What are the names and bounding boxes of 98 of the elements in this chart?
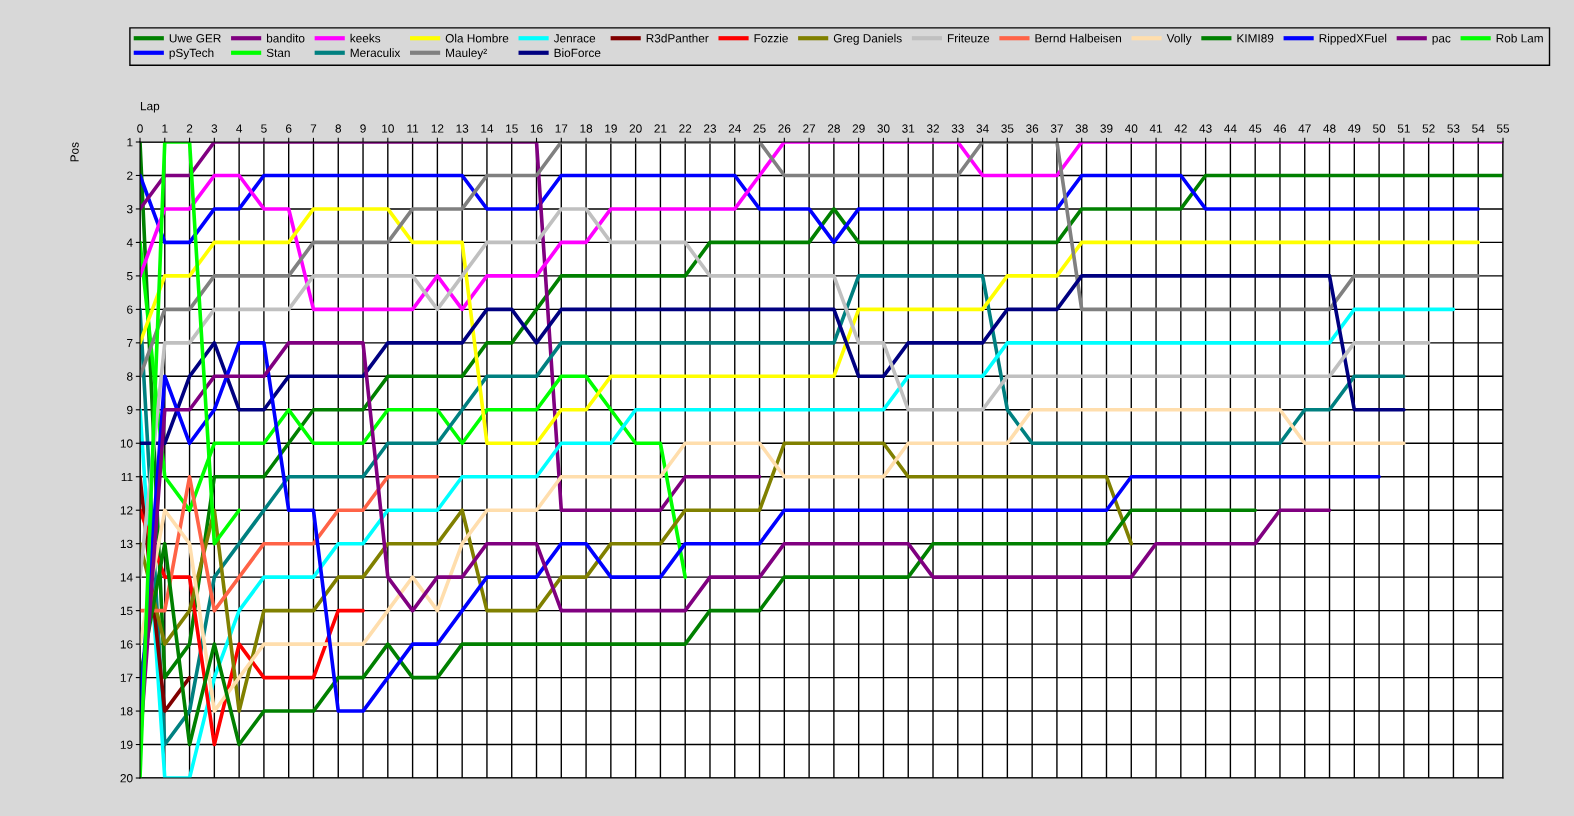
x-tick-label: 51	[1397, 124, 1410, 133]
x-tick-label: 12	[431, 124, 444, 133]
x-tick-label: 5	[261, 124, 267, 133]
legend-label: KIMI89	[1237, 34, 1274, 43]
x-tick-label: 52	[1422, 124, 1435, 133]
y-tick-label: 14	[120, 573, 133, 582]
legend-label: Mauley²	[446, 48, 487, 60]
x-tick-label: 31	[902, 124, 915, 133]
x-tick-label: 37	[1050, 124, 1063, 133]
legend-label: Stan	[266, 48, 290, 58]
x-tick-label: 20	[629, 124, 642, 133]
x-tick-label: 3	[211, 124, 218, 133]
x-tick-label: 55	[1496, 124, 1510, 133]
x-tick-label: 23	[704, 124, 717, 133]
x-tick-label: 1	[162, 124, 168, 133]
y-axis-title: Pos	[70, 142, 79, 162]
legend-label: Fozzie	[754, 33, 788, 43]
legend-label: Bernd Halbeisen	[1035, 33, 1122, 43]
x-tick-label: 10	[382, 124, 394, 133]
x-tick-label: 9	[360, 124, 366, 133]
legend-label: R3dPanther	[646, 33, 709, 43]
x-tick-label: 32	[926, 124, 939, 133]
legend-label: pac	[1432, 36, 1451, 45]
x-tick-label: 43	[1199, 124, 1212, 133]
x-tick-label: 48	[1323, 124, 1336, 133]
y-tick-label: 18	[120, 707, 133, 716]
legend-label: Rob Lam	[1496, 33, 1543, 43]
x-tick-label: 19	[605, 124, 617, 133]
x-tick-label: 14	[481, 124, 494, 133]
y-tick-label: 19	[120, 740, 133, 749]
x-tick-label: 46	[1273, 124, 1287, 133]
y-tick-label: 6	[127, 305, 133, 314]
legend-label: keeks	[350, 33, 381, 43]
x-tick-label: 47	[1298, 124, 1311, 133]
y-tick-label: 11	[121, 472, 133, 482]
y-tick-label: 16	[120, 640, 133, 649]
y-tick-label: 7	[127, 339, 133, 348]
x-tick-label: 24	[728, 124, 741, 133]
x-tick-label: 6	[286, 124, 292, 133]
x-tick-label: 36	[1026, 124, 1039, 133]
legend-label: Volly	[1166, 33, 1192, 45]
legend-label: Meraculix	[350, 48, 401, 58]
legend-label: Uwe GER	[169, 34, 221, 43]
y-tick-label: 15	[120, 606, 133, 616]
y-tick-label: 2	[127, 171, 133, 180]
x-tick-label: 13	[456, 124, 469, 133]
x-tick-label: 8	[335, 124, 342, 133]
x-tick-label: 34	[976, 124, 989, 133]
legend-label: pSyTech	[169, 48, 214, 60]
x-tick-label: 25	[753, 124, 766, 133]
x-tick-label: 53	[1447, 124, 1460, 133]
x-tick-label: 33	[951, 124, 964, 133]
y-tick-label: 5	[126, 272, 133, 281]
y-tick-label: 8	[127, 372, 133, 381]
x-tick-label: 22	[679, 124, 692, 133]
x-tick-label: 42	[1174, 124, 1187, 133]
x-tick-label: 21	[654, 124, 667, 133]
x-tick-label: 35	[1001, 124, 1014, 133]
x-tick-label: 16	[530, 124, 543, 133]
x-tick-label: 54	[1472, 124, 1485, 133]
y-tick-label: 4	[126, 238, 133, 247]
legend-label: Ola Hombre	[445, 33, 509, 43]
x-tick-label: 30	[877, 124, 890, 133]
y-tick-label: 3	[126, 204, 133, 214]
x-tick-label: 40	[1124, 124, 1138, 133]
x-axis-title: Lap	[140, 102, 160, 113]
legend-label: Greg Daniels	[833, 33, 902, 45]
y-tick-label: 17	[120, 673, 133, 682]
x-tick-label: 15	[506, 124, 518, 133]
y-tick-label: 13	[120, 539, 133, 549]
y-tick-label: 20	[120, 774, 133, 783]
legend-label: Friteuze	[947, 33, 990, 43]
x-tick-label: 27	[803, 124, 816, 133]
x-tick-label: 17	[555, 124, 568, 133]
x-tick-label: 26	[778, 124, 791, 133]
x-tick-label: 4	[236, 124, 243, 133]
x-tick-label: 29	[852, 124, 865, 133]
y-tick-label: 9	[127, 405, 133, 415]
legend-label: Jenrace	[553, 34, 596, 43]
x-tick-label: 50	[1373, 124, 1386, 133]
x-tick-label: 0	[137, 124, 143, 133]
x-tick-label: 45	[1248, 124, 1262, 133]
legend-label: bandito	[266, 33, 305, 43]
x-tick-label: 28	[827, 124, 840, 133]
y-tick-label: 10	[120, 439, 133, 448]
x-tick-label: 38	[1075, 124, 1088, 133]
x-tick-label: 49	[1348, 124, 1361, 133]
x-tick-label: 44	[1224, 124, 1237, 133]
x-tick-label: 7	[310, 124, 317, 133]
legend-label: BioForce	[554, 48, 601, 58]
y-tick-label: 1	[127, 138, 133, 147]
x-tick-label: 41	[1149, 124, 1163, 133]
x-tick-label: 39	[1100, 124, 1113, 133]
x-tick-label: 18	[580, 124, 593, 133]
legend-label: RippedXFuel	[1319, 33, 1387, 45]
y-tick-label: 12	[120, 506, 133, 515]
x-tick-label: 11	[407, 124, 419, 133]
x-tick-label: 2	[186, 124, 193, 133]
